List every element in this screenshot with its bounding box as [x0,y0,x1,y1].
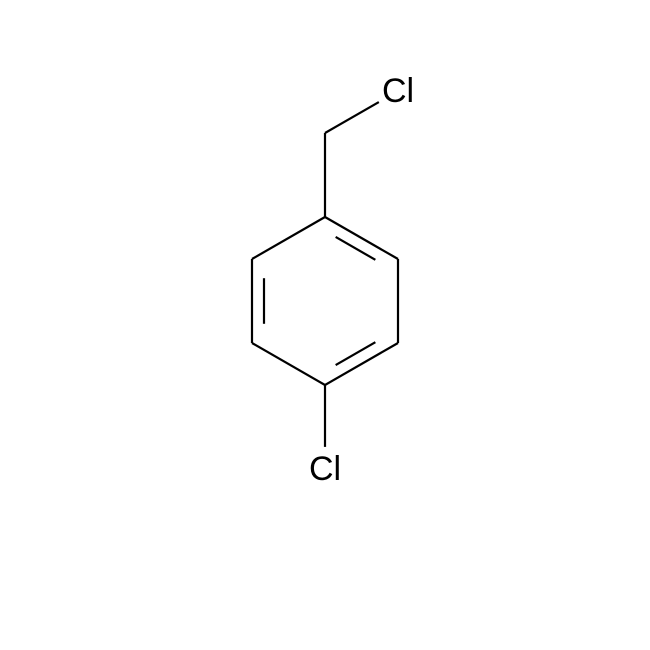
atom-label-cl: Cl [309,450,341,488]
molecule-canvas: Cl Cl [0,0,650,650]
atom-label-cl: Cl [382,72,414,110]
